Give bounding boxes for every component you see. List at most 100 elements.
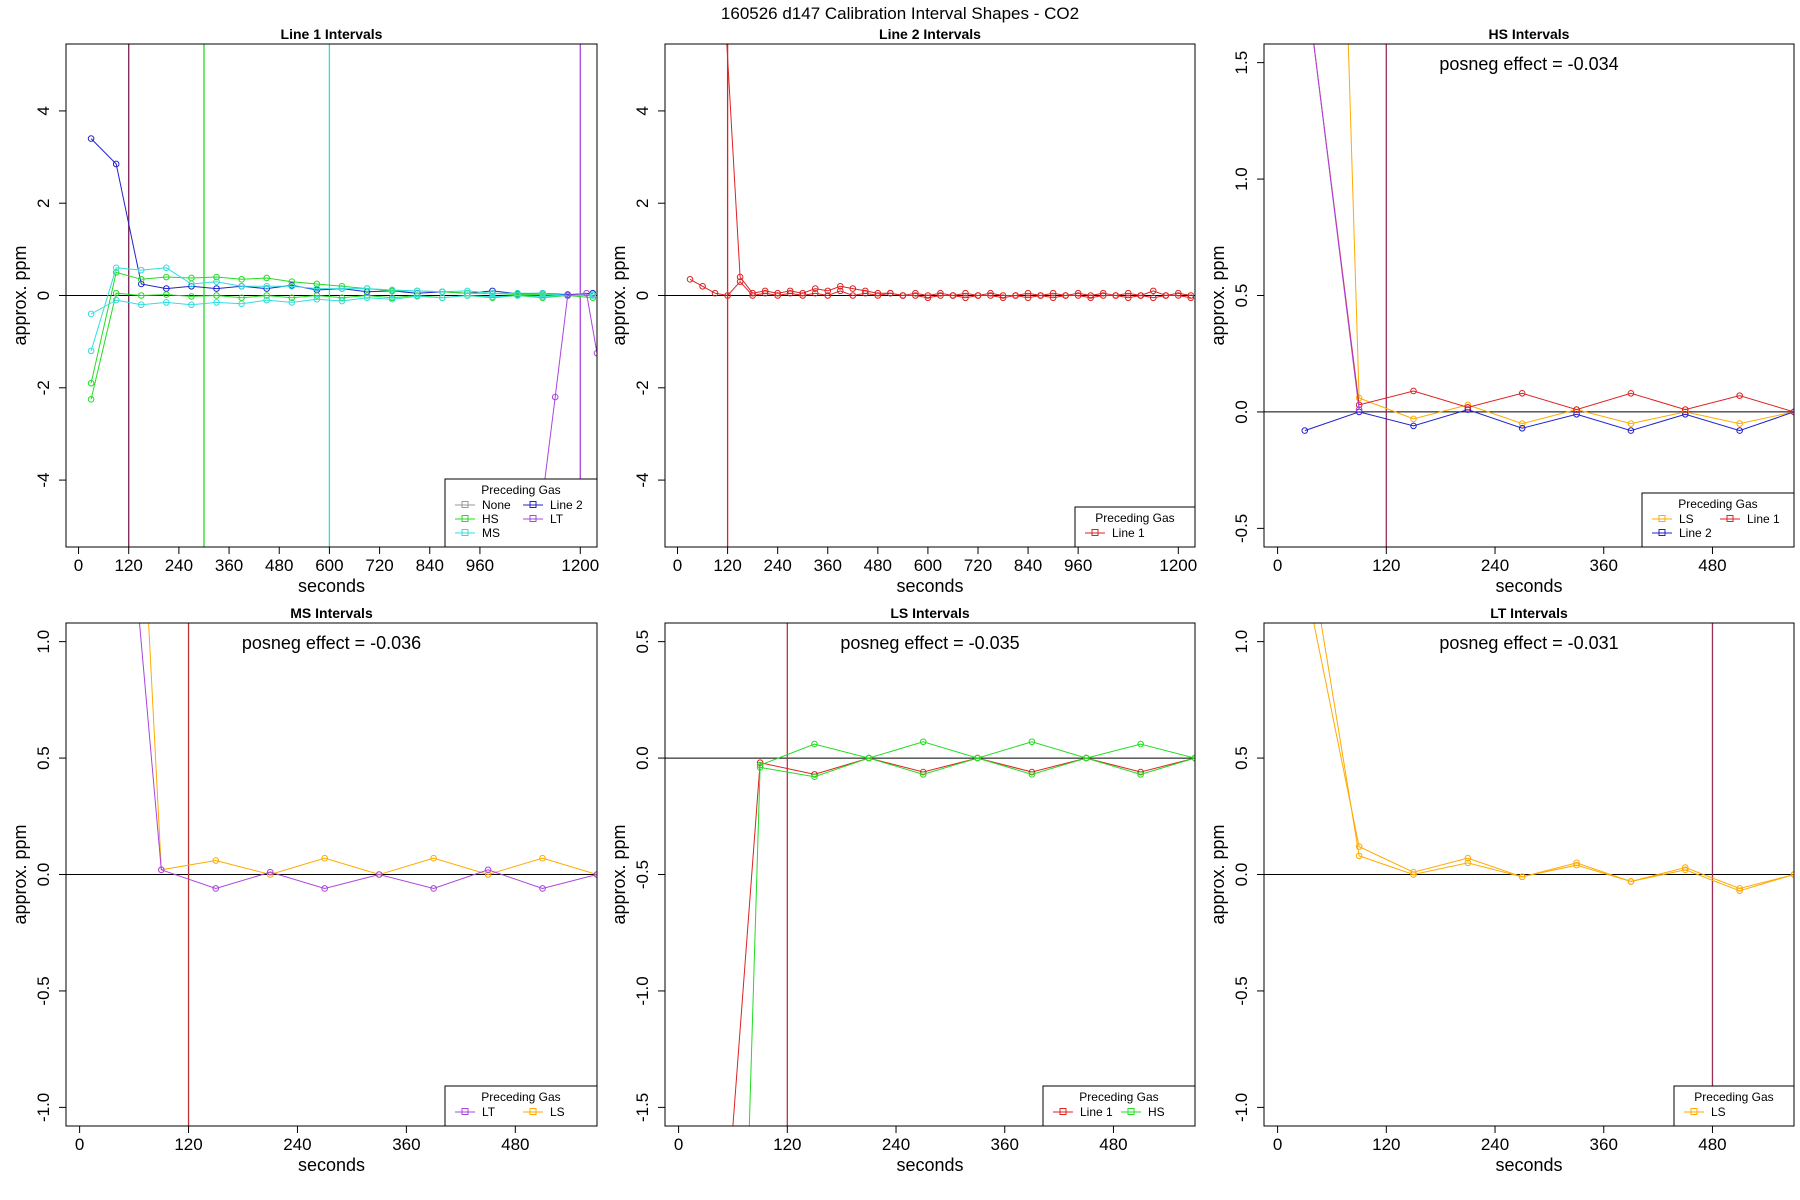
x-tick-label: 480 [1698, 1135, 1726, 1154]
y-tick-label: 0.5 [34, 746, 53, 770]
data-point [1518, 873, 1526, 881]
legend-item-lt: LT [523, 512, 564, 526]
data-point [1627, 390, 1635, 397]
data-point [1573, 861, 1580, 869]
legend-label: MS [482, 526, 500, 540]
data-point [1627, 427, 1635, 434]
data-point [736, 278, 744, 285]
data-point [1573, 410, 1580, 418]
x-tick-label: 360 [1590, 556, 1618, 575]
legend-label: LS [550, 1105, 565, 1119]
legend-marker [1658, 515, 1666, 522]
panel-6: LT Intervals 0 120 240 360 480 -1.0 -0.5 0.0 0.5 1… [1208, 605, 1795, 1175]
x-tick-label: 600 [914, 556, 942, 575]
legend-marker [1127, 1108, 1135, 1115]
y-tick-label: 1.0 [1232, 167, 1251, 191]
series-line [90, 294, 593, 315]
data-point [1681, 410, 1689, 418]
series-line [726, 44, 1191, 297]
data-point [137, 280, 145, 288]
data-point [539, 885, 546, 892]
data-point [539, 293, 546, 300]
legend-item-line-2: Line 2 [1652, 526, 1712, 540]
data-point [464, 292, 471, 299]
series-line [689, 278, 1191, 299]
series-line [90, 292, 593, 400]
y-tick-label: 1.0 [34, 630, 53, 654]
series-line [148, 623, 597, 876]
data-point [263, 292, 270, 299]
data-point [163, 291, 170, 298]
data-point [489, 293, 496, 301]
data-point [849, 285, 857, 292]
data-point [112, 264, 120, 272]
data-point [338, 285, 346, 292]
legend-box [1042, 1085, 1196, 1127]
data-point [321, 885, 328, 892]
data-point [589, 292, 597, 299]
y-tick-label: -1.0 [1232, 1093, 1251, 1122]
data-point [1137, 292, 1145, 299]
legend-box [1673, 1085, 1795, 1127]
legend-item-line-1: Line 1 [1085, 526, 1145, 540]
data-point [375, 871, 383, 878]
data-point [413, 293, 421, 300]
x-tick-label: 360 [991, 1135, 1019, 1154]
legend-title: Preceding Gas [1095, 511, 1174, 525]
legend-label: Line 1 [1112, 526, 1145, 540]
legend-marker [1091, 529, 1099, 536]
data-point [1736, 420, 1743, 427]
series-hs [748, 754, 1195, 1126]
data-point [1124, 294, 1132, 302]
x-tick-label: 480 [1698, 556, 1726, 575]
series-hs [756, 738, 1195, 769]
series-line [759, 741, 1195, 766]
data-point [761, 289, 769, 297]
legend-label: LS [1679, 512, 1694, 526]
data-point [824, 287, 832, 295]
legend-label: HS [1148, 1105, 1165, 1119]
data-point [489, 289, 496, 297]
x-tick-label: 600 [315, 556, 343, 575]
data-point [1627, 878, 1635, 885]
data-point [1736, 392, 1743, 399]
data-point [811, 740, 818, 748]
x-tick-label: 960 [466, 556, 494, 575]
legend-title: Preceding Gas [1079, 1090, 1158, 1104]
y-tick-label: 0.0 [34, 863, 53, 887]
y-tick-label: 1.0 [1232, 630, 1251, 654]
x-tick-label: 0 [1273, 1135, 1282, 1154]
legend-label: Line 1 [1747, 512, 1780, 526]
y-tick-label: 4 [633, 106, 652, 115]
series-line-2 [1301, 406, 1794, 434]
x-tick-label: 840 [1014, 556, 1042, 575]
data-point [137, 301, 145, 309]
series-lt [535, 289, 597, 547]
legend-label: Line 2 [1679, 526, 1712, 540]
data-point [1627, 420, 1635, 427]
data-point [338, 297, 346, 305]
y-tick-label: 0 [633, 291, 652, 300]
data-point [974, 292, 982, 299]
data-point [1028, 771, 1036, 778]
y-tick-label: -1.0 [633, 976, 652, 1005]
data-point [87, 347, 95, 355]
data-point [388, 295, 396, 303]
y-tick-label: 0.5 [633, 630, 652, 654]
y-tick-label: -2 [633, 380, 652, 395]
x-axis-label: seconds [298, 576, 365, 596]
data-point [137, 292, 145, 299]
data-point [974, 754, 981, 762]
data-point [874, 292, 882, 299]
legend-item-line-2: Line 2 [523, 498, 583, 512]
panel-title: Line 2 Intervals [879, 26, 981, 42]
legend-marker [1059, 1108, 1067, 1115]
data-point [212, 885, 220, 892]
data-point [962, 289, 969, 297]
y-tick-label: -0.5 [1232, 976, 1251, 1005]
data-point [987, 292, 994, 299]
legend-title: Preceding Gas [481, 483, 560, 497]
data-point [962, 294, 969, 302]
